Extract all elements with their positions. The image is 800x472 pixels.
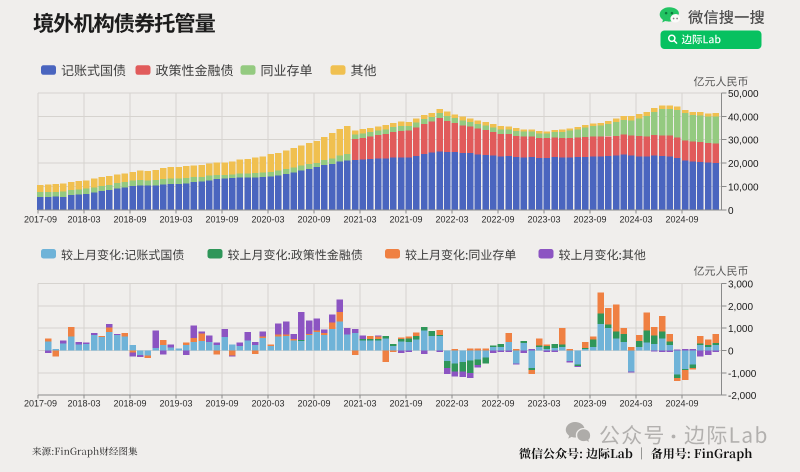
svg-text:2023-03: 2023-03 [527, 215, 560, 225]
svg-text:2022-03: 2022-03 [435, 398, 468, 408]
svg-text:2018-09: 2018-09 [113, 398, 146, 408]
svg-text:2021-03: 2021-03 [343, 398, 376, 408]
svg-text:2019-03: 2019-03 [159, 215, 192, 225]
svg-text:2023-09: 2023-09 [573, 398, 606, 408]
svg-text:20,000: 20,000 [728, 159, 759, 170]
svg-text:3,000: 3,000 [728, 280, 753, 291]
svg-text:2017-09: 2017-09 [24, 398, 57, 408]
svg-text:2018-03: 2018-03 [67, 398, 100, 408]
svg-text:50,000: 50,000 [728, 89, 759, 100]
svg-text:2018-09: 2018-09 [113, 215, 146, 225]
svg-text:2021-03: 2021-03 [343, 215, 376, 225]
svg-text:2021-09: 2021-09 [389, 215, 422, 225]
svg-text:1,000: 1,000 [728, 324, 753, 335]
svg-text:2024-03: 2024-03 [619, 398, 652, 408]
svg-text:2020-03: 2020-03 [251, 398, 284, 408]
svg-text:2024-09: 2024-09 [665, 215, 698, 225]
svg-text:2020-09: 2020-09 [297, 215, 330, 225]
svg-text:40,000: 40,000 [728, 112, 759, 123]
svg-text:2024-09: 2024-09 [665, 398, 698, 408]
svg-text:2022-09: 2022-09 [481, 215, 514, 225]
svg-text:2,000: 2,000 [728, 302, 753, 313]
svg-text:2019-09: 2019-09 [205, 215, 238, 225]
svg-text:2023-03: 2023-03 [527, 398, 560, 408]
svg-text:2020-03: 2020-03 [251, 215, 284, 225]
svg-text:-2,000: -2,000 [728, 391, 757, 402]
svg-text:2022-09: 2022-09 [481, 398, 514, 408]
svg-text:10,000: 10,000 [728, 182, 759, 193]
svg-text:0: 0 [728, 206, 734, 217]
svg-text:2020-09: 2020-09 [297, 398, 330, 408]
svg-text:2019-09: 2019-09 [205, 398, 238, 408]
svg-text:2022-03: 2022-03 [435, 215, 468, 225]
svg-text:2021-09: 2021-09 [389, 398, 422, 408]
svg-text:2023-09: 2023-09 [573, 215, 606, 225]
svg-text:2018-03: 2018-03 [67, 215, 100, 225]
svg-text:0: 0 [728, 347, 734, 358]
svg-text:-1,000: -1,000 [728, 369, 757, 380]
svg-text:2024-03: 2024-03 [619, 215, 652, 225]
svg-text:2019-03: 2019-03 [159, 398, 192, 408]
svg-text:30,000: 30,000 [728, 136, 759, 147]
svg-text:2017-09: 2017-09 [24, 215, 57, 225]
